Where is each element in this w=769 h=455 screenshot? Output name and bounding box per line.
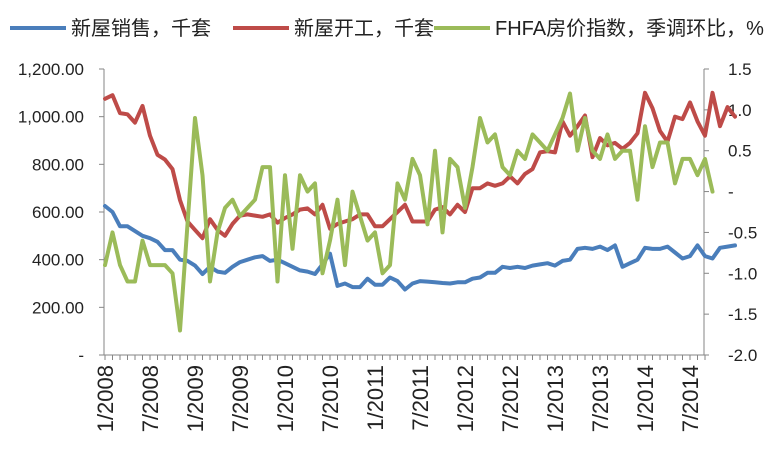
- x-tick-label: 1/2010: [273, 365, 298, 432]
- x-tick-label: 7/2008: [138, 365, 163, 432]
- right-tick-label: 0.5: [728, 142, 752, 161]
- x-tick-label: 1/2008: [93, 365, 118, 432]
- left-tick-label: 400.00: [32, 251, 84, 270]
- x-tick-label: 1/2011: [363, 365, 388, 431]
- right-tick-label: -1.0: [728, 264, 757, 283]
- x-tick-label: 7/2013: [588, 365, 613, 432]
- left-tick-label: 600.00: [32, 203, 84, 222]
- x-tick-label: 1/2014: [633, 365, 658, 432]
- legend-label-1: 新屋开工，千套: [294, 17, 434, 40]
- right-tick-label: -2.0: [728, 346, 757, 365]
- series-line-2: [103, 91, 715, 333]
- x-tick-label: 1/2013: [543, 365, 568, 432]
- right-tick-label: -1.5: [728, 305, 757, 324]
- right-tick-label: -0.5: [728, 223, 757, 242]
- left-tick-label: 800.00: [32, 155, 84, 174]
- x-tick-label: 7/2012: [498, 365, 523, 432]
- x-tick-label: 7/2014: [678, 365, 703, 432]
- series-line-0: [103, 204, 737, 292]
- legend-label-0: 新屋销售，千套: [71, 17, 211, 40]
- right-tick-label: 1.5: [728, 60, 752, 79]
- left-tick-label: 1,200.00: [18, 60, 84, 79]
- left-tick-label: -: [78, 346, 84, 365]
- x-tick-label: 1/2012: [453, 365, 478, 432]
- legend-label-2: FHFA房价指数，季调环比，%: [495, 17, 764, 40]
- left-tick-label: 1,000.00: [18, 108, 84, 127]
- right-tick-label: -: [728, 183, 734, 202]
- x-tick-label: 7/2009: [228, 365, 253, 432]
- series-line-1: [103, 90, 737, 241]
- left-tick-label: 200.00: [32, 298, 84, 317]
- x-tick-label: 7/2010: [318, 365, 343, 432]
- x-tick-label: 1/2009: [183, 365, 208, 432]
- x-tick-label: 7/2011: [408, 365, 433, 431]
